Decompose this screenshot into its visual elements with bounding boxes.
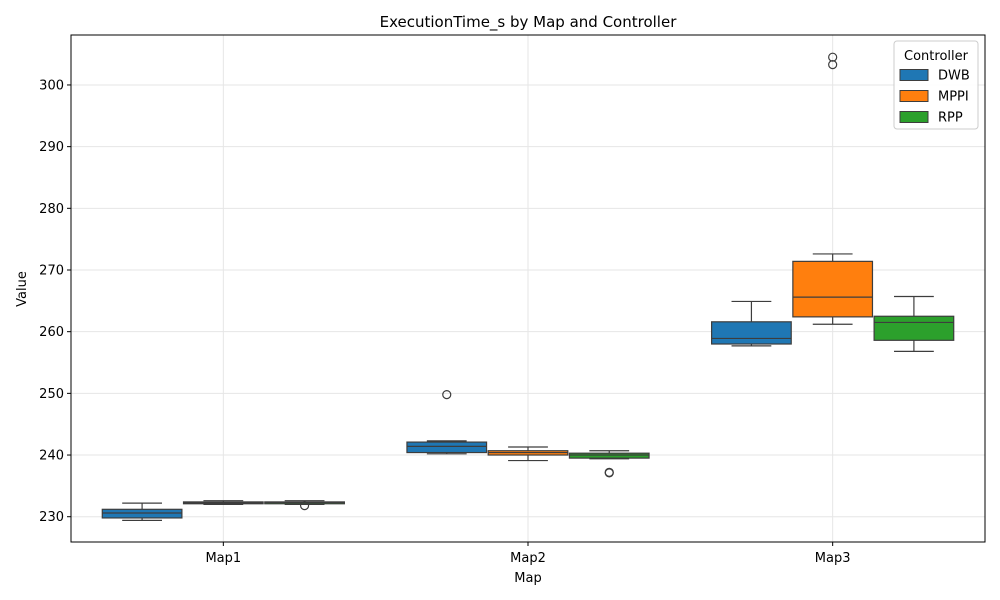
series-mppi (182, 52, 874, 505)
iqr-box (711, 321, 792, 345)
y-tick-label: 300 (39, 78, 64, 93)
x-axis: Map1 Map2 Map3 (205, 542, 851, 566)
y-tick-label: 270 (39, 263, 64, 278)
legend-swatch-rpp (899, 111, 929, 123)
x-tick-label: Map3 (815, 551, 851, 566)
box-mppi-map3 (792, 52, 874, 325)
legend-swatch-dwb (899, 69, 929, 81)
y-tick-label: 290 (39, 140, 64, 155)
outlier-point (299, 501, 310, 511)
outlier-point (828, 52, 838, 62)
box-rpp-map1 (264, 500, 345, 511)
iqr-box (568, 452, 650, 459)
legend-label-mppi: MPPI (938, 90, 969, 105)
legend-title: Controller (904, 49, 969, 64)
box-mppi-map2 (487, 446, 569, 462)
box-series (101, 52, 955, 522)
box-dwb-map3 (711, 300, 792, 347)
y-axis: 230 240 250 260 270 280 290 300 (39, 78, 71, 525)
y-tick-label: 230 (39, 510, 64, 525)
series-rpp (264, 295, 955, 511)
series-dwb (101, 300, 792, 522)
legend-label-rpp: RPP (938, 111, 963, 126)
x-tick-label: Map2 (510, 551, 546, 566)
y-axis-title: Value (15, 271, 30, 307)
x-axis-title: Map (514, 571, 541, 586)
outlier-point (442, 389, 452, 400)
iqr-box (792, 260, 874, 318)
box-dwb-map2 (406, 389, 488, 455)
outlier-point (604, 467, 614, 477)
y-tick-label: 250 (39, 387, 64, 402)
chart-title: ExecutionTime_s by Map and Controller (380, 13, 678, 32)
iqr-box (101, 508, 183, 519)
legend-swatch-mppi (899, 90, 929, 102)
box-rpp-map2 (568, 450, 650, 478)
y-tick-label: 260 (39, 325, 64, 340)
legend-frame (893, 40, 979, 130)
box-rpp-map3 (873, 295, 955, 353)
x-tick-label: Map1 (205, 551, 241, 566)
y-tick-label: 240 (39, 449, 64, 464)
box-dwb-map1 (101, 502, 183, 522)
iqr-box (873, 315, 955, 341)
iqr-box (406, 441, 488, 454)
y-tick-label: 280 (39, 202, 64, 217)
legend-label-dwb: DWB (938, 69, 970, 84)
legend: Controller DWB MPPI RPP (893, 40, 979, 130)
box-mppi-map1 (182, 500, 264, 505)
